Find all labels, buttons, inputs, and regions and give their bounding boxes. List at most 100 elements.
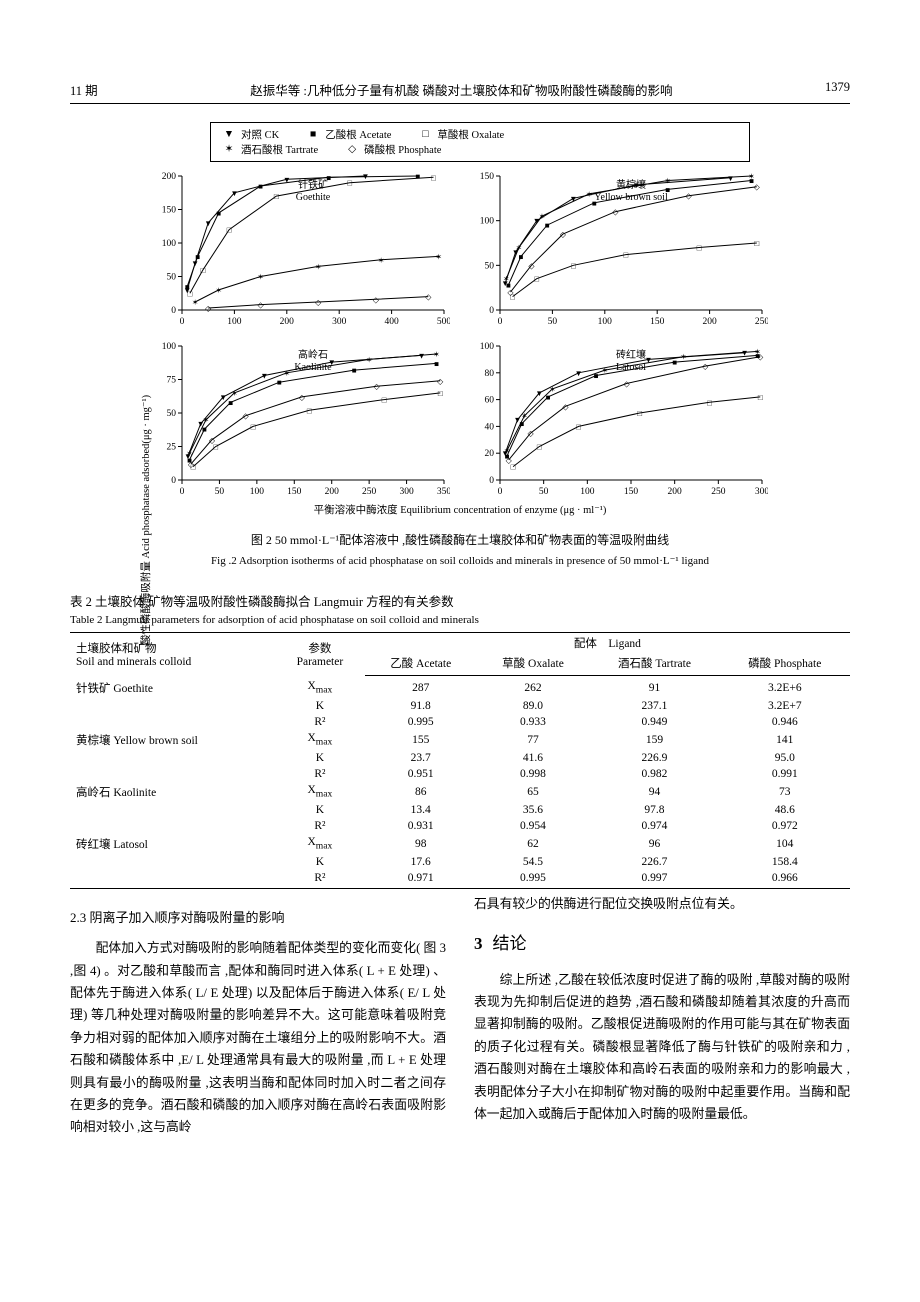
svg-text:◇: ◇ bbox=[205, 304, 212, 313]
svg-text:✶: ✶ bbox=[433, 350, 440, 359]
svg-text:✶: ✶ bbox=[504, 447, 511, 456]
legend-item: □草酸根 Oxalate bbox=[419, 127, 504, 142]
legend-item: ▼对照 CK bbox=[223, 127, 279, 142]
svg-text:□: □ bbox=[274, 192, 279, 201]
svg-text:0: 0 bbox=[489, 476, 494, 486]
svg-text:300: 300 bbox=[755, 487, 768, 497]
svg-text:250: 250 bbox=[711, 487, 726, 497]
svg-text:✶: ✶ bbox=[748, 172, 755, 181]
svg-text:150: 150 bbox=[624, 487, 639, 497]
svg-text:0: 0 bbox=[180, 487, 185, 497]
svg-text:500: 500 bbox=[437, 317, 450, 327]
svg-text:0: 0 bbox=[498, 317, 503, 327]
legend-item: ◇磷酸根 Phosphate bbox=[346, 142, 441, 157]
svg-text:◇: ◇ bbox=[315, 298, 322, 307]
legend-item: ✶酒石酸根 Tartrate bbox=[223, 142, 318, 157]
running-header: 11 期 赵振华等 :几种低分子量有机酸 磷酸对土壤胶体和矿物吸附酸性磷酸酶的影… bbox=[70, 80, 850, 104]
svg-text:◇: ◇ bbox=[507, 288, 514, 297]
svg-text:◇: ◇ bbox=[437, 377, 444, 386]
svg-text:400: 400 bbox=[384, 317, 399, 327]
svg-text:200: 200 bbox=[702, 317, 717, 327]
chart-goethite: 0100200300400500050100150200针铁矿Goethite▼… bbox=[150, 170, 452, 330]
svg-text:■: ■ bbox=[519, 252, 524, 261]
svg-text:□: □ bbox=[187, 289, 192, 298]
svg-text:□: □ bbox=[347, 179, 352, 188]
svg-text:250: 250 bbox=[755, 317, 768, 327]
running-title: 赵振华等 :几种低分子量有机酸 磷酸对土壤胶体和矿物吸附酸性磷酸酶的影响 bbox=[250, 80, 672, 99]
svg-text:0: 0 bbox=[171, 476, 176, 486]
svg-text:50: 50 bbox=[548, 317, 558, 327]
svg-text:20: 20 bbox=[485, 449, 495, 459]
svg-text:✶: ✶ bbox=[203, 416, 210, 425]
svg-text:▼: ▼ bbox=[727, 174, 735, 183]
figure-2: ▼对照 CK■乙酸根 Acetate□草酸根 Oxalate ✶酒石酸根 Tar… bbox=[150, 122, 770, 567]
svg-text:◇: ◇ bbox=[243, 412, 250, 421]
svg-text:◇: ◇ bbox=[188, 460, 195, 469]
svg-text:✶: ✶ bbox=[192, 298, 199, 307]
svg-text:100: 100 bbox=[227, 317, 242, 327]
svg-text:■: ■ bbox=[326, 173, 331, 182]
svg-text:■: ■ bbox=[415, 172, 420, 181]
svg-text:□: □ bbox=[307, 406, 312, 415]
svg-text:100: 100 bbox=[162, 239, 177, 249]
svg-text:▼: ▼ bbox=[204, 219, 212, 228]
svg-text:150: 150 bbox=[650, 317, 665, 327]
svg-text:60: 60 bbox=[485, 396, 495, 406]
svg-text:40: 40 bbox=[485, 422, 495, 432]
svg-text:■: ■ bbox=[216, 209, 221, 218]
svg-text:砖红壤: 砖红壤 bbox=[616, 348, 646, 361]
svg-text:■: ■ bbox=[352, 366, 357, 375]
svg-text:Kaolinite: Kaolinite bbox=[294, 362, 332, 373]
svg-text:✶: ✶ bbox=[378, 256, 385, 265]
svg-text:200: 200 bbox=[325, 487, 340, 497]
svg-text:✶: ✶ bbox=[680, 353, 687, 362]
svg-text:✶: ✶ bbox=[186, 449, 193, 458]
svg-text:◇: ◇ bbox=[686, 192, 693, 201]
svg-text:▼: ▼ bbox=[575, 369, 583, 378]
svg-text:✶: ✶ bbox=[516, 243, 523, 252]
svg-text:◇: ◇ bbox=[299, 393, 306, 402]
svg-text:□: □ bbox=[382, 396, 387, 405]
chart-legend: ▼对照 CK■乙酸根 Acetate□草酸根 Oxalate ✶酒石酸根 Tar… bbox=[210, 122, 750, 162]
svg-text:◇: ◇ bbox=[702, 362, 709, 371]
svg-text:◇: ◇ bbox=[374, 382, 381, 391]
svg-text:□: □ bbox=[227, 226, 232, 235]
body-text: 2.3 阴离子加入顺序对酶吸附量的影响 配体加入方式对酶吸附的影响随着配体类型的… bbox=[70, 893, 850, 1139]
svg-text:▼: ▼ bbox=[535, 389, 543, 398]
section-2-3-para: 配体加入方式对酶吸附的影响随着配体类型的变化而变化( 图 3 ,图 4) 。对乙… bbox=[70, 937, 446, 1139]
svg-text:□: □ bbox=[697, 243, 702, 252]
svg-text:■: ■ bbox=[277, 378, 282, 387]
svg-text:✶: ✶ bbox=[521, 412, 528, 421]
svg-text:25: 25 bbox=[167, 443, 177, 453]
section-2-3-cont: 石具有较少的供酶进行配位交换吸附点位有关。 bbox=[474, 893, 850, 915]
chart-kaolinite: 0501001502002503003500255075100高岭石Kaolin… bbox=[150, 340, 452, 500]
svg-text:100: 100 bbox=[480, 217, 495, 227]
svg-text:50: 50 bbox=[167, 273, 177, 283]
svg-text:150: 150 bbox=[287, 487, 302, 497]
svg-text:250: 250 bbox=[362, 487, 377, 497]
svg-text:✶: ✶ bbox=[549, 385, 556, 394]
svg-text:□: □ bbox=[576, 422, 581, 431]
svg-text:✶: ✶ bbox=[539, 212, 546, 221]
svg-text:300: 300 bbox=[332, 317, 347, 327]
svg-text:□: □ bbox=[758, 393, 763, 402]
page-number: 1379 bbox=[825, 80, 850, 99]
svg-text:■: ■ bbox=[228, 398, 233, 407]
svg-text:◇: ◇ bbox=[425, 293, 432, 302]
svg-text:200: 200 bbox=[162, 172, 177, 182]
svg-text:✶: ✶ bbox=[231, 389, 238, 398]
svg-text:✶: ✶ bbox=[366, 355, 373, 364]
svg-text:150: 150 bbox=[480, 172, 495, 182]
svg-text:□: □ bbox=[534, 275, 539, 284]
svg-text:75: 75 bbox=[167, 376, 177, 386]
svg-text:□: □ bbox=[623, 251, 628, 260]
svg-text:✶: ✶ bbox=[601, 366, 608, 375]
svg-text:■: ■ bbox=[592, 199, 597, 208]
svg-text:◇: ◇ bbox=[612, 208, 619, 217]
svg-text:350: 350 bbox=[437, 487, 450, 497]
svg-text:□: □ bbox=[637, 409, 642, 418]
svg-text:100: 100 bbox=[580, 487, 595, 497]
svg-text:◇: ◇ bbox=[528, 261, 535, 270]
svg-text:◇: ◇ bbox=[209, 436, 216, 445]
svg-text:✶: ✶ bbox=[283, 369, 290, 378]
